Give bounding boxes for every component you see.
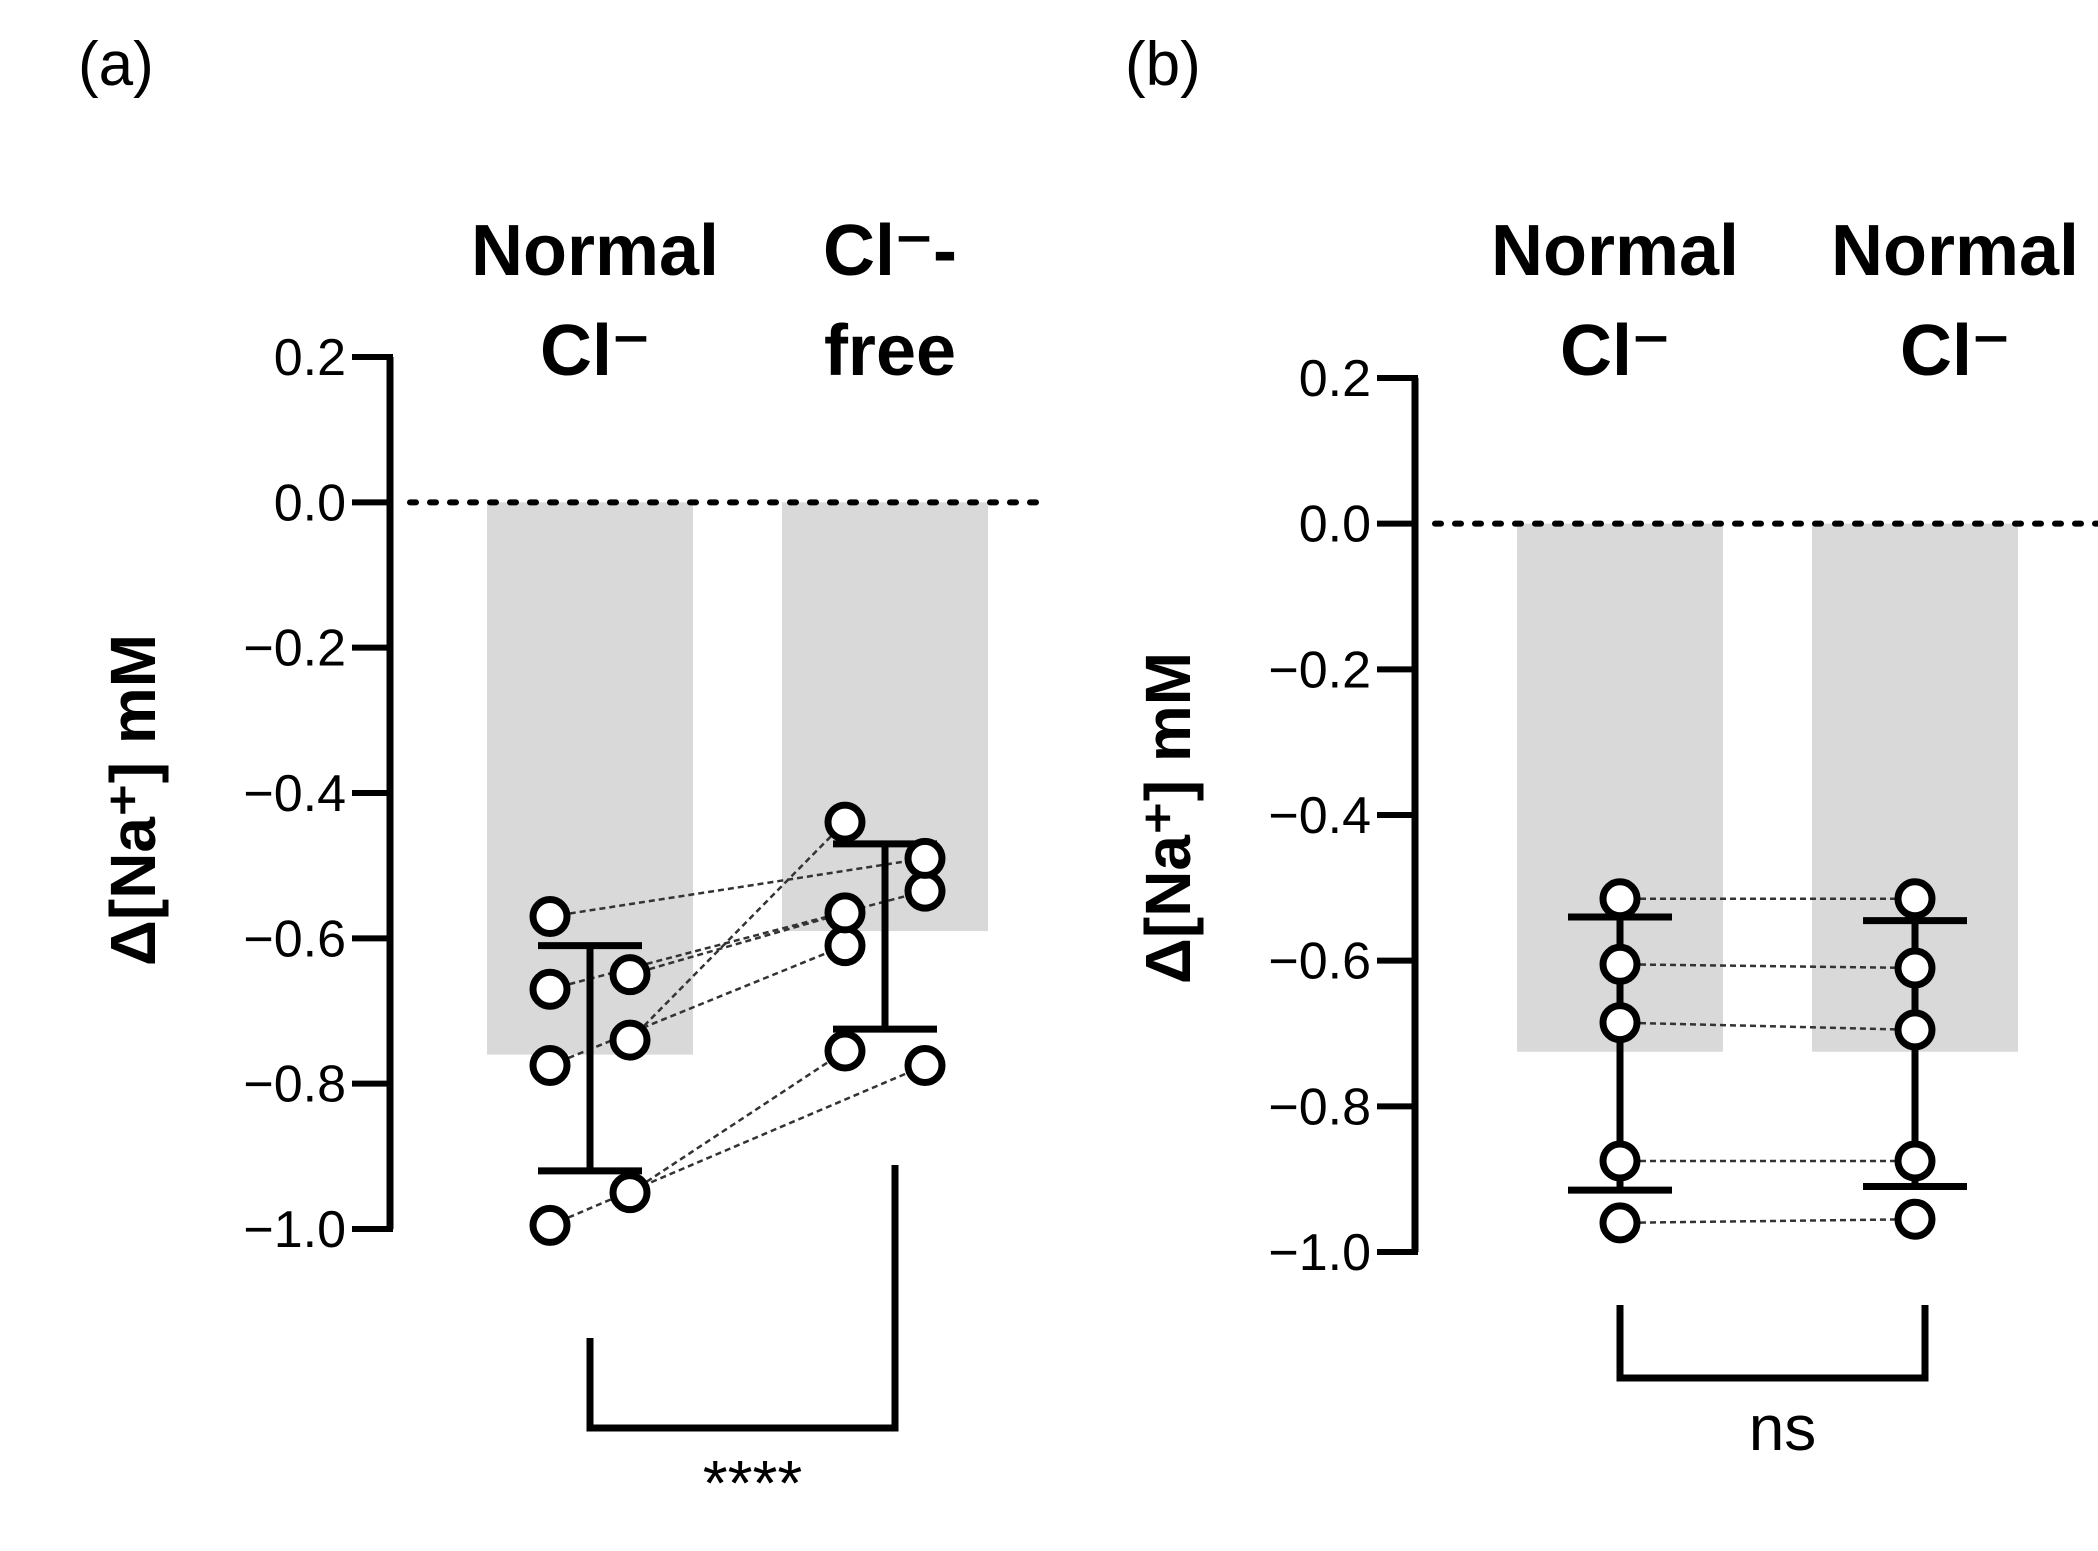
y-tick-label: −0.2 [1268,641,1371,699]
data-point [1894,878,1936,920]
y-tick-label: 0.2 [274,329,346,387]
data-point [529,1045,571,1086]
pair-line [549,1064,926,1227]
data-point [824,925,866,967]
y-tick-label: −1.0 [1268,1224,1371,1282]
data-point [1894,1198,1936,1240]
data-point [529,968,571,1010]
y-tick-label: 0.0 [1299,496,1371,554]
y-tick-label: −0.6 [1268,933,1371,991]
data-point [824,1030,866,1072]
panel-a: (a) 0.2 0.0 −0.2 −0.4 −0.6 −0.8 −1.0 Δ[Na⁺] mM No… [78,30,1048,1519]
y-tick-label: 0.0 [274,474,346,532]
category-label-line1: Normal [1831,211,2079,291]
panel-label: (a) [78,30,154,99]
data-point [1894,947,1936,989]
data-point [904,1045,946,1086]
data-point [1599,878,1641,920]
pair-line [629,1049,846,1194]
y-tick-label: −0.4 [1268,787,1371,845]
data-point [609,1019,651,1061]
y-tick-label: −0.8 [243,1056,346,1114]
data-point [609,954,651,996]
data-point [609,1172,651,1214]
data-point [904,870,946,912]
data-point [904,837,946,879]
data-point [1894,1140,1936,1182]
pair-line [629,821,846,1041]
pair-line [629,911,846,976]
data-point [1599,1002,1641,1044]
y-axis-label: Δ[Na⁺] mM [1132,652,1204,984]
panel-b: (b) 0.2 0.0 −0.2 −0.4 −0.6 −0.8 −1.0 Δ[Na⁺] mM No… [1125,30,2098,1464]
y-tick-label: −0.6 [243,910,346,968]
panel-label: (b) [1125,30,1201,99]
y-axis-label: Δ[Na⁺] mM [97,634,169,966]
significance-label: **** [703,1447,803,1519]
data-point [529,896,571,938]
pair-line [1619,963,1916,970]
data-point [1599,1140,1641,1182]
data-point [529,1204,571,1246]
category-label-line2: Cl⁻ [1560,311,1670,391]
pair-line [549,857,926,918]
y-tick-label: −0.2 [243,620,346,678]
category-label-line1: Normal [471,211,719,291]
data-point [1894,1009,1936,1051]
significance-bracket [1616,1305,1929,1382]
pair-line [1619,1021,1916,1032]
data-point [824,801,866,843]
data-point [1599,943,1641,985]
y-tick-label: −0.4 [243,765,346,823]
category-label-line1: Cl⁻- [823,211,957,291]
significance-bracket [586,1165,899,1432]
category-label-line1: Normal [1491,211,1739,291]
pair-line [1619,1217,1916,1225]
y-tick-label: −0.8 [1268,1078,1371,1136]
data-point [824,892,866,934]
significance-label: ns [1749,1392,1817,1464]
category-label-line2: Cl⁻ [540,311,650,391]
y-tick-label: −1.0 [243,1201,346,1259]
data-point [1599,1202,1641,1244]
y-tick-label: 0.2 [1299,350,1371,408]
category-label-line2: free [824,311,956,391]
pair-line [549,944,846,1067]
category-label-line2: Cl⁻ [1900,311,2010,391]
